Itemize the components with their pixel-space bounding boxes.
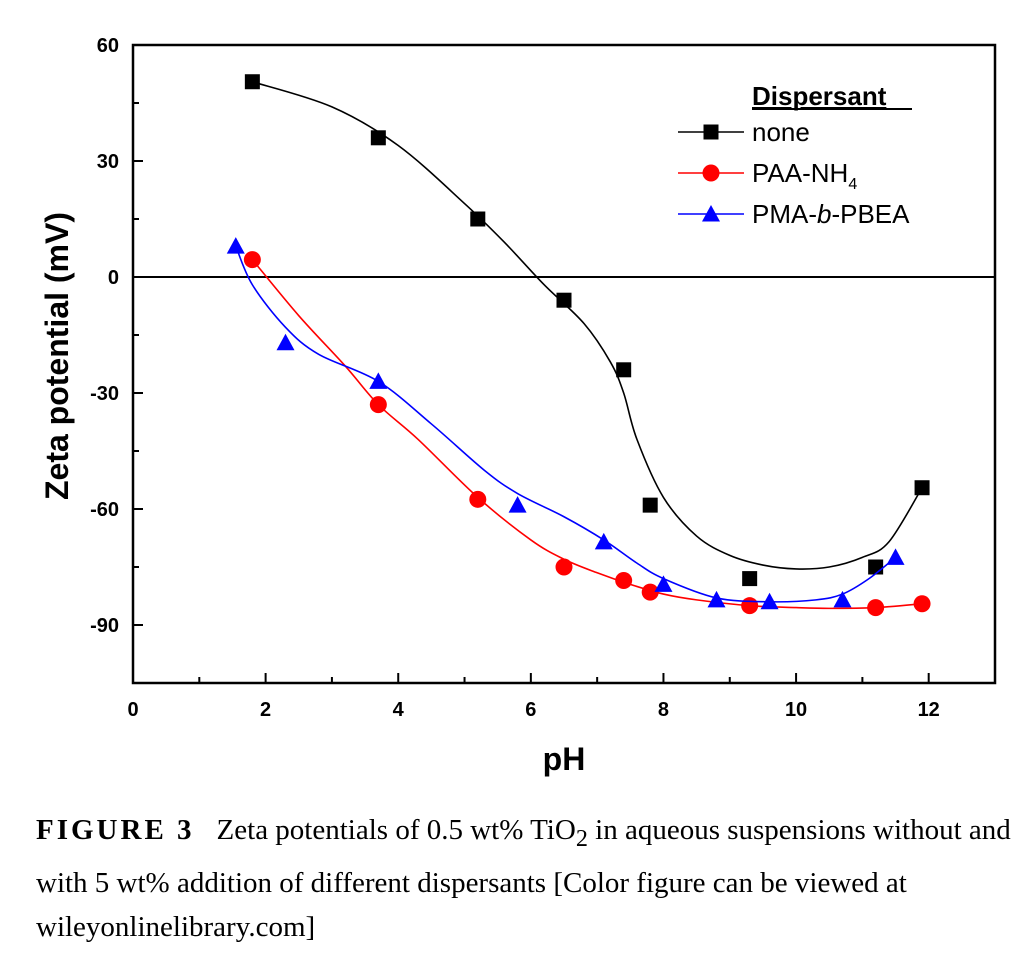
data-point — [886, 548, 905, 565]
data-point — [594, 532, 613, 550]
data-point — [833, 590, 852, 608]
legend-marker — [702, 164, 720, 182]
legend: Dispersant none PAA-NH4 PMA-b-PBEA — [678, 81, 912, 229]
series-0 — [244, 74, 930, 587]
legend-item: PMA-b-PBEA — [678, 199, 910, 229]
figure-caption: FIGURE 3 Zeta potentials of 0.5 wt% TiO2 … — [36, 808, 1011, 949]
data-point — [742, 571, 758, 587]
data-point — [226, 237, 245, 254]
legend-label-base: none — [752, 117, 810, 147]
data-point — [369, 372, 388, 389]
series-2 — [226, 237, 905, 610]
x-tick-label: 2 — [260, 699, 271, 721]
data-point — [642, 497, 658, 513]
x-tick-label: 10 — [785, 699, 807, 721]
legend-item: PAA-NH4 — [678, 158, 857, 193]
legend-label-subscript: 4 — [848, 176, 857, 193]
legend-label: none — [752, 117, 810, 147]
data-point — [508, 496, 527, 513]
data-point — [867, 599, 885, 617]
data-point — [913, 595, 931, 613]
data-point — [641, 583, 659, 601]
x-tick-label: 6 — [525, 699, 536, 721]
x-tick-label: 4 — [393, 699, 405, 721]
x-tick-label: 8 — [658, 699, 669, 721]
data-point — [868, 559, 884, 575]
data-point — [244, 74, 260, 90]
series-1 — [243, 251, 931, 617]
data-point — [276, 333, 295, 351]
legend-marker — [702, 205, 720, 222]
data-point — [555, 558, 573, 576]
y-tick-label: 0 — [108, 267, 119, 289]
figure-label: FIGURE 3 — [36, 814, 195, 846]
data-point — [615, 572, 633, 590]
data-point — [654, 575, 673, 592]
y-axis-title: Zeta potential (mV) — [39, 212, 75, 500]
x-tick-label: 12 — [918, 699, 940, 721]
data-point — [914, 480, 930, 496]
legend-item: none — [678, 117, 810, 147]
plot-frame — [131, 43, 997, 685]
y-tick-label: 60 — [97, 35, 119, 57]
caption-text-part-1: Zeta potentials of 0.5 wt% TiO — [216, 814, 576, 846]
data-point — [370, 130, 386, 146]
series-fit-line — [235, 245, 897, 603]
data-point — [556, 292, 572, 308]
data-point — [369, 396, 387, 414]
legend-title: Dispersant — [752, 81, 887, 111]
x-axis-ticks: 0 2 4 6 8 10 12 — [127, 673, 996, 721]
data-point — [707, 590, 726, 608]
legend-label-base: PMA- — [752, 199, 817, 229]
y-axis-ticks: 60 30 0 -30 -60 -90 — [90, 35, 143, 684]
series-fit-line — [251, 259, 923, 610]
data-point — [470, 211, 486, 227]
legend-label-italic: b — [817, 199, 831, 229]
zeta-potential-chart: 0 2 4 6 8 10 12 60 30 0 -30 -60 -90 pH Zeta potenti… — [39, 35, 997, 777]
y-tick-label: -90 — [90, 615, 119, 637]
legend-label: PAA-NH4 — [752, 158, 857, 193]
data-point — [616, 362, 632, 378]
caption-subscript: 2 — [575, 824, 588, 852]
data-point — [469, 490, 487, 508]
legend-label: PMA-b-PBEA — [752, 199, 910, 229]
y-tick-label: -60 — [90, 499, 119, 521]
data-point — [243, 251, 261, 269]
series-layer — [226, 74, 931, 617]
y-tick-label: -30 — [90, 383, 119, 405]
y-tick-label: 30 — [97, 151, 119, 173]
legend-marker — [703, 124, 719, 140]
x-tick-label: 0 — [127, 699, 138, 721]
legend-label-tail: -PBEA — [831, 199, 910, 229]
data-point — [760, 592, 779, 610]
x-axis-title: pH — [543, 741, 586, 777]
series-fit-line — [252, 80, 923, 570]
legend-label-base: PAA-NH — [752, 158, 848, 188]
plot-area — [131, 43, 997, 685]
data-point — [741, 597, 759, 615]
caption-text-part-2: in aqueous suspensions without and with … — [36, 814, 1011, 943]
